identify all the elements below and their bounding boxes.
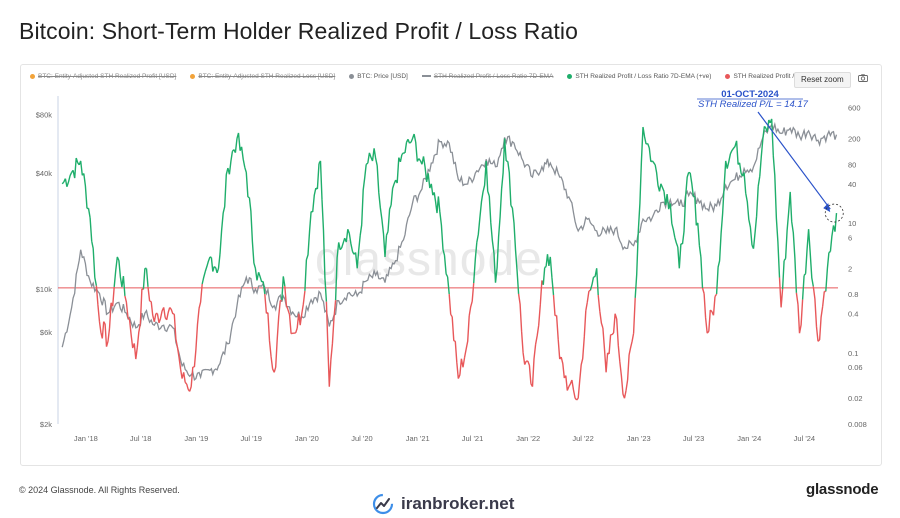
brand: iranbroker.net xyxy=(372,493,514,515)
x-axis-tick: Jul '20 xyxy=(351,434,372,443)
right-axis-tick: 40 xyxy=(848,180,856,189)
legend-label: BTC: Entity-Adjusted STH Realized Profit… xyxy=(38,72,177,80)
x-axis-tick: Jan '19 xyxy=(184,434,208,443)
right-axis-tick: 0.1 xyxy=(848,349,858,358)
ratio-profit-line xyxy=(61,118,838,302)
right-axis-tick: 0.8 xyxy=(848,290,858,299)
right-axis-tick: 2 xyxy=(848,264,852,273)
left-axis-tick: $10k xyxy=(36,285,53,294)
legend-item-0[interactable]: BTC: Entity-Adjusted STH Realized Profit… xyxy=(30,69,176,83)
x-axis-tick: Jul '22 xyxy=(572,434,593,443)
legend-swatch xyxy=(349,73,355,79)
brand-text: iranbroker.net xyxy=(401,494,515,513)
right-axis-tick: 0.008 xyxy=(848,420,867,429)
left-axis-tick: $6k xyxy=(40,328,52,337)
right-axis-tick: 10 xyxy=(848,219,856,228)
legend: BTC: Entity-Adjusted STH Realized Profit… xyxy=(30,69,837,83)
annotation-value: STH Realized P/L = 14.17 xyxy=(698,99,809,110)
right-axis-tick: 80 xyxy=(848,160,856,169)
legend-label: BTC: Entity-Adjusted STH Realized Loss [… xyxy=(198,72,336,80)
legend-item-2[interactable]: BTC: Price [USD] xyxy=(349,69,408,83)
legend-label: STH Realized Profit / Loss Ratio 7D-EMA xyxy=(433,72,554,80)
x-axis-tick: Jan '21 xyxy=(406,434,430,443)
right-axis-tick: 0.02 xyxy=(848,394,863,403)
ratio-loss-line xyxy=(95,277,826,401)
legend-item-5[interactable]: STH Realized Profit / Loss Ratio 7D xyxy=(725,69,837,83)
annotation-date: 01-OCT-2024 xyxy=(721,89,779,100)
right-axis-tick: 600 xyxy=(848,103,861,112)
camera-icon[interactable] xyxy=(858,74,868,82)
brand-logo-icon xyxy=(372,493,394,515)
page-title: Bitcoin: Short-Term Holder Realized Prof… xyxy=(19,18,578,44)
x-axis-tick: Jul '18 xyxy=(130,434,151,443)
glassnode-logo: glassnode xyxy=(806,481,879,498)
legend-swatch xyxy=(567,73,573,79)
copyright: © 2024 Glassnode. All Rights Reserved. xyxy=(19,485,180,495)
left-axis-tick: $80k xyxy=(36,111,53,120)
chart-frame xyxy=(20,64,882,466)
right-axis-tick: 0.06 xyxy=(848,363,863,372)
x-axis-tick: Jan '20 xyxy=(295,434,319,443)
x-axis-tick: Jul '23 xyxy=(683,434,704,443)
btc-price-line xyxy=(61,121,838,381)
legend-item-1[interactable]: BTC: Entity-Adjusted STH Realized Loss [… xyxy=(190,69,335,83)
legend-item-3[interactable]: STH Realized Profit / Loss Ratio 7D-EMA xyxy=(421,69,554,83)
annotation-highlight-circle xyxy=(824,203,844,223)
left-axis-tick: $40k xyxy=(36,169,53,178)
x-axis-tick: Jan '22 xyxy=(516,434,540,443)
x-axis-tick: Jan '23 xyxy=(627,434,651,443)
left-axis-tick: $2k xyxy=(40,420,52,429)
legend-swatch xyxy=(725,73,731,79)
x-axis-tick: Jul '21 xyxy=(462,434,483,443)
x-axis-tick: Jul '24 xyxy=(794,434,815,443)
x-axis-tick: Jul '19 xyxy=(240,434,261,443)
right-axis-tick: 0.4 xyxy=(848,310,858,319)
x-axis-tick: Jan '18 xyxy=(74,434,98,443)
legend-swatch xyxy=(30,73,35,79)
annotation-arrow-line xyxy=(757,111,831,210)
legend-swatch xyxy=(421,75,431,77)
legend-swatch xyxy=(190,73,196,79)
legend-label: STH Realized Profit / Loss Ratio 7D-EMA … xyxy=(575,72,712,80)
legend-item-4[interactable]: STH Realized Profit / Loss Ratio 7D-EMA … xyxy=(567,69,711,83)
right-axis-tick: 200 xyxy=(848,134,861,143)
legend-label: BTC: Price [USD] xyxy=(357,72,408,80)
reset-zoom-button[interactable]: Reset zoom xyxy=(794,72,851,88)
legend-label: STH Realized Profit / Loss Ratio 7D xyxy=(733,72,837,80)
x-axis-tick: Jan '24 xyxy=(737,434,761,443)
right-axis-tick: 6 xyxy=(848,233,852,242)
